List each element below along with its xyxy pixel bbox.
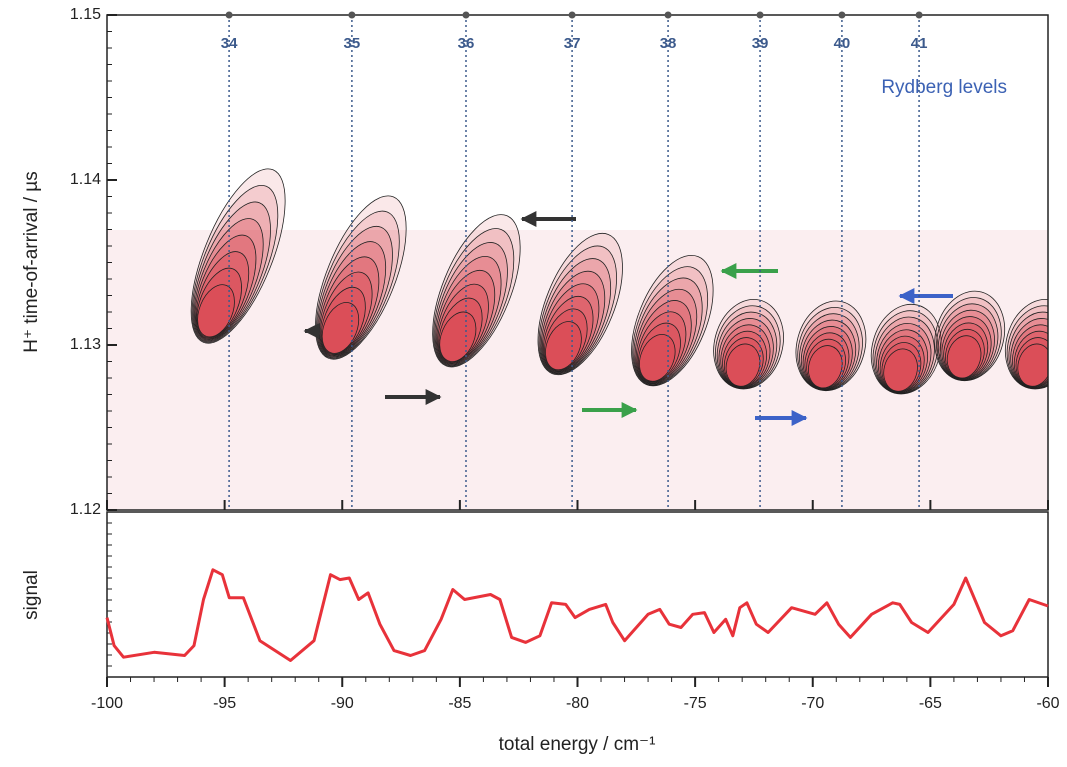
contour-level <box>315 195 407 360</box>
y-tick-label: 1.13 <box>70 336 101 353</box>
x-tick-label: -95 <box>213 695 236 712</box>
contour-level <box>193 218 264 341</box>
contour-level <box>725 343 761 387</box>
annotation: Rydberg levels <box>881 77 1007 98</box>
contour-level <box>321 302 360 354</box>
level-dot <box>838 11 846 19</box>
contour-level <box>433 228 515 367</box>
contour-level <box>537 232 623 376</box>
contour-level <box>635 300 692 384</box>
contour-level <box>435 255 502 366</box>
x-tick-label: -90 <box>331 695 354 712</box>
y-tick-label: 1.12 <box>70 501 101 518</box>
peak <box>934 290 1006 382</box>
peak <box>315 195 407 360</box>
contour-level <box>946 335 982 379</box>
contour-level <box>194 234 257 340</box>
y-tick-label: 1.14 <box>70 171 101 188</box>
arrows <box>303 211 953 426</box>
peak <box>1005 298 1048 390</box>
level-dot <box>568 11 576 19</box>
x-axis-title: total energy / cm⁻¹ <box>499 734 656 755</box>
level-dot <box>225 11 233 19</box>
contour-level <box>432 214 521 368</box>
level-dot <box>348 11 356 19</box>
signal-line <box>105 568 1049 662</box>
level-label: 37 <box>564 35 581 52</box>
level-label: 35 <box>344 35 361 52</box>
level-dot <box>756 11 764 19</box>
contour-level <box>190 168 286 344</box>
level-label: 36 <box>458 35 475 52</box>
level-dot <box>664 11 672 19</box>
bottom-frame <box>106 511 1049 678</box>
peak <box>631 254 714 387</box>
contour-level <box>196 267 242 339</box>
level-label: 39 <box>752 35 769 52</box>
contour-level <box>197 284 235 338</box>
level-label: 34 <box>221 35 238 52</box>
peak <box>190 168 286 344</box>
peak <box>537 232 623 376</box>
x-tick-label: -75 <box>684 695 707 712</box>
contour-level <box>316 210 400 359</box>
contour-level <box>319 256 380 357</box>
contour-level <box>318 241 387 358</box>
contour-level <box>631 254 714 387</box>
contour-level <box>436 269 496 365</box>
contour-level <box>317 225 393 358</box>
level-label: 38 <box>660 35 677 52</box>
contour-level <box>539 258 612 374</box>
contour-level <box>192 201 271 342</box>
y-axis-title: H⁺ time-of-arrival / µs <box>21 171 42 352</box>
x-tick-label: -70 <box>801 695 824 712</box>
x-tick-label: -60 <box>1036 695 1059 712</box>
contour-level <box>437 283 489 364</box>
level-label: 41 <box>911 35 928 52</box>
level-label: 40 <box>834 35 851 52</box>
x-tick-label: -80 <box>566 695 589 712</box>
contour-level <box>639 334 676 382</box>
peak <box>713 298 784 390</box>
contour-level <box>195 251 250 340</box>
contour-level <box>439 311 477 362</box>
contour-level <box>434 242 508 366</box>
level-dot <box>462 11 470 19</box>
x-tick-label: -85 <box>448 695 471 712</box>
level-dot <box>915 11 923 19</box>
peak <box>795 300 867 392</box>
contour-level <box>1017 343 1048 387</box>
contour-level <box>191 185 279 343</box>
y-tick-label: 1.15 <box>70 6 101 23</box>
x-tick-label: -65 <box>919 695 942 712</box>
contour-level <box>636 311 687 383</box>
peak <box>870 303 942 395</box>
signal-axis-title: signal <box>21 570 42 620</box>
x-tick-label: -100 <box>91 695 123 712</box>
peak <box>432 214 521 368</box>
contour-level <box>883 348 918 392</box>
contour-level <box>545 321 582 371</box>
contour-level <box>540 270 606 373</box>
contour-level <box>320 271 373 356</box>
